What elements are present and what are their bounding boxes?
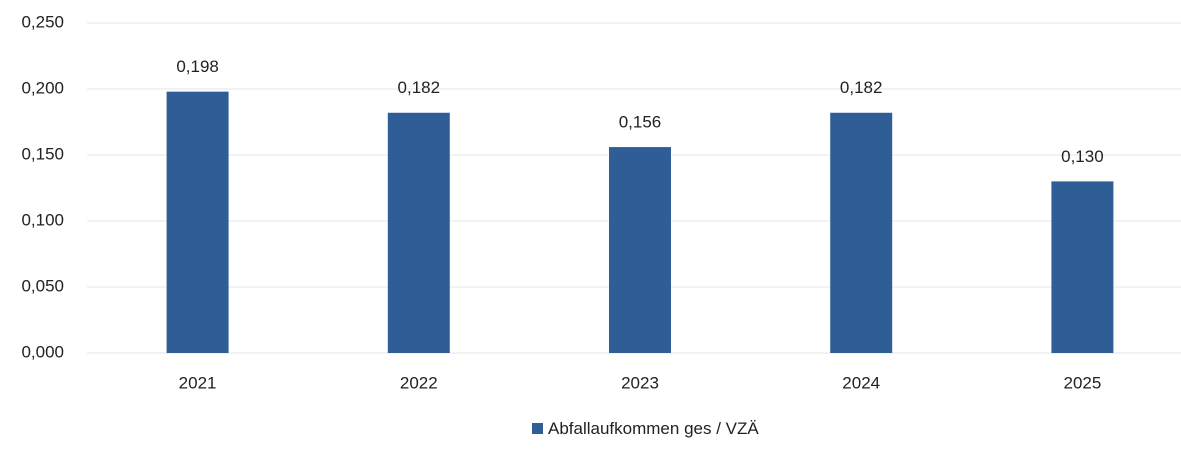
bar <box>166 91 229 353</box>
data-label: 0,156 <box>619 113 662 132</box>
x-tick-label: 2021 <box>179 373 217 392</box>
bar <box>609 147 671 353</box>
y-tick-label: 0,100 <box>21 210 64 229</box>
y-tick-label: 0,050 <box>21 276 64 295</box>
data-label: 0,182 <box>398 78 441 97</box>
legend-label: Abfallaufkommen ges / VZÄ <box>548 419 759 438</box>
y-tick-label: 0,250 <box>21 12 64 31</box>
data-label: 0,130 <box>1061 147 1104 166</box>
data-label: 0,182 <box>840 78 883 97</box>
data-label: 0,198 <box>176 57 219 76</box>
bar <box>387 112 450 353</box>
y-tick-label: 0,000 <box>21 342 64 361</box>
bar <box>1051 181 1114 353</box>
y-tick-label: 0,150 <box>21 144 64 163</box>
legend-swatch <box>532 423 543 434</box>
x-tick-label: 2025 <box>1063 373 1101 392</box>
legend: Abfallaufkommen ges / VZÄ <box>532 415 792 442</box>
x-tick-label: 2023 <box>621 373 659 392</box>
y-tick-label: 0,200 <box>21 78 64 97</box>
bar <box>830 112 893 353</box>
x-tick-label: 2024 <box>842 373 880 392</box>
chart: 0,000 0,050 0,100 0,150 0,200 0,250 2021 0,198 2… <box>21 12 1181 392</box>
x-tick-label: 2022 <box>400 373 438 392</box>
